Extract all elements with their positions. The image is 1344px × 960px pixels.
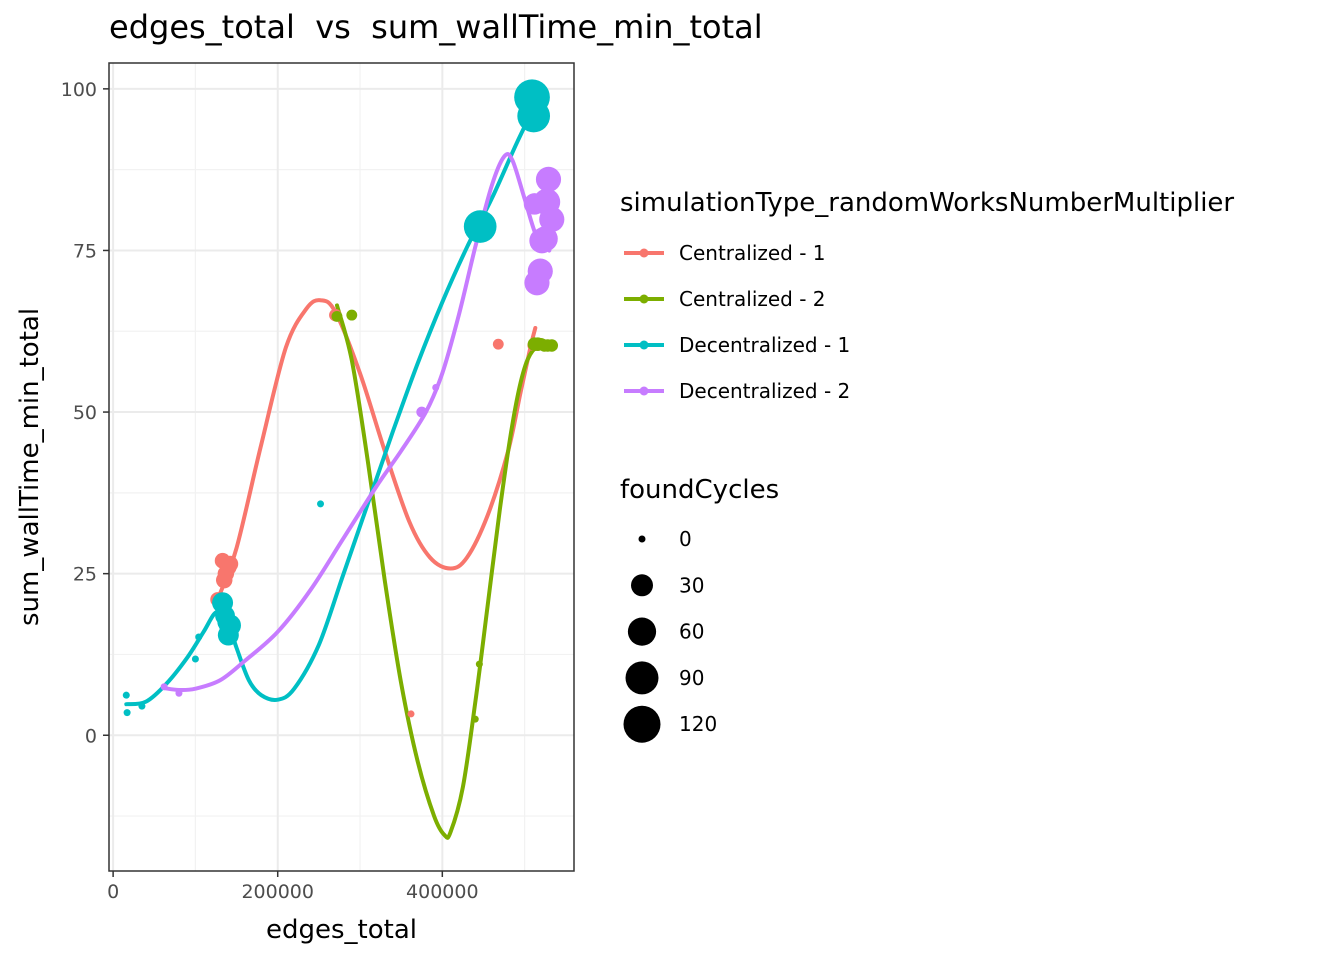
smooth-line-series-3	[124, 106, 536, 707]
legend-label: Decentralized - 1	[679, 333, 850, 357]
data-point-series-1	[407, 710, 415, 718]
data-point-series-3	[122, 691, 130, 699]
size-legend-label: 30	[679, 573, 704, 597]
data-point-series-4	[175, 689, 183, 697]
color-legend-title: simulationType_randomWorksNumberMultipli…	[620, 188, 1234, 218]
data-point-series-3	[517, 99, 551, 133]
size-legend-label: 120	[679, 712, 717, 736]
legend-key-point	[639, 248, 649, 258]
y-axis-title: sum_wallTime_min_total	[15, 308, 45, 626]
data-point-series-4	[416, 406, 428, 418]
smooth-line-series-2	[335, 303, 554, 840]
size-legend-key	[625, 661, 659, 695]
data-point-series-2	[331, 310, 343, 322]
y-tick-label: 0	[85, 725, 97, 747]
data-point-series-3	[463, 210, 497, 243]
data-point-series-3	[138, 702, 146, 710]
data-point-series-4	[527, 258, 553, 284]
data-point-series-1	[492, 338, 504, 350]
data-point-series-3	[218, 614, 241, 637]
data-point-series-3	[191, 655, 199, 663]
size-legend-key	[627, 617, 657, 646]
chart-title: edges_total vs sum_wallTime_min_total	[109, 8, 763, 46]
y-tick-label: 25	[73, 564, 97, 586]
size-legend-key	[623, 705, 661, 743]
legend: simulationType_randomWorksNumberMultipli…	[620, 188, 1234, 743]
data-point-series-2	[475, 660, 483, 668]
legend-label: Decentralized - 2	[679, 379, 850, 403]
y-tick-label: 100	[61, 79, 97, 101]
points-layer	[122, 79, 565, 723]
data-point-series-2	[346, 309, 358, 321]
data-point-series-4	[160, 683, 168, 691]
data-point-series-4	[532, 226, 558, 252]
size-legend-title: foundCycles	[620, 475, 779, 505]
legend-key-point	[639, 294, 649, 304]
x-tick-label: 400000	[406, 881, 479, 903]
x-axis-title: edges_total	[266, 915, 417, 945]
data-point-series-4	[535, 166, 562, 192]
y-tick-label: 50	[73, 402, 97, 424]
data-point-series-1	[221, 555, 239, 573]
x-tick-label: 200000	[241, 881, 314, 903]
data-point-series-4	[432, 383, 440, 391]
legend-key-point	[639, 340, 649, 350]
panel-background	[109, 63, 574, 871]
y-tick-label: 75	[73, 240, 97, 262]
size-legend-label: 0	[679, 527, 692, 551]
data-point-series-2	[545, 339, 559, 352]
ticks-layer: 0 200000 400000 0 25 50 75 100	[61, 79, 479, 903]
x-tick-label: 0	[107, 881, 119, 903]
legend-key-point	[639, 386, 649, 396]
data-point-series-3	[195, 633, 203, 641]
legend-label: Centralized - 1	[679, 241, 826, 265]
data-point-series-3	[123, 709, 131, 717]
smooth-line-series-4	[162, 152, 552, 693]
data-point-series-4	[539, 206, 565, 233]
legend-label: Centralized - 2	[679, 287, 826, 311]
grid-layer	[109, 63, 574, 871]
smooth-layer	[124, 106, 554, 840]
panel-border	[108, 62, 575, 872]
size-legend-label: 60	[679, 620, 704, 644]
size-legend-label: 90	[679, 666, 704, 690]
size-legend-key	[638, 535, 646, 543]
data-point-series-2	[471, 715, 479, 723]
data-point-series-3	[317, 500, 325, 508]
size-legend-key	[631, 574, 653, 597]
